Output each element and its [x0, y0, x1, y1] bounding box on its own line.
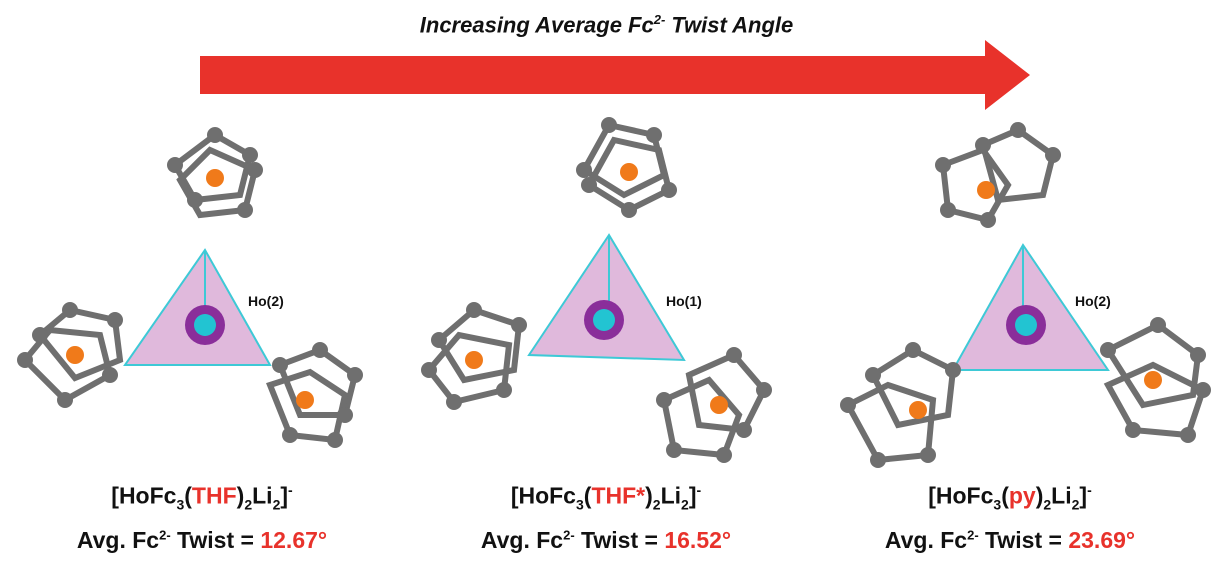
twist-1-prefix: Avg. Fc	[76, 527, 160, 553]
molecule-structure-2	[421, 117, 772, 463]
panel-1: Ho(2)	[0, 110, 404, 470]
twist-1-sup: 2-	[159, 527, 171, 543]
formula-2-open: [HoFc	[510, 482, 576, 509]
title-superscript: 2-	[653, 12, 666, 27]
formula-2-lparen: (	[583, 482, 592, 509]
ho-label-1: Ho(2)	[248, 293, 284, 309]
formula-1-ligand: THF	[191, 482, 237, 509]
twist-2-sup: 2-	[563, 527, 575, 543]
panel-2: Ho(1)	[404, 110, 808, 470]
twist-3-sup: 2-	[967, 527, 979, 543]
formula-2-sub2: 2	[652, 496, 661, 513]
twist-2-prefix: Avg. Fc	[480, 527, 564, 553]
formula-2-rparen: )	[645, 482, 653, 509]
formula-1-li: Li	[252, 482, 273, 509]
twist-1-mid: Twist =	[170, 527, 261, 553]
formula-3-charge: -	[1087, 482, 1092, 498]
formula-3-li: Li	[1051, 482, 1072, 509]
twist-3: Avg. Fc2- Twist = 23.69°	[808, 527, 1212, 554]
formula-1-lparen: (	[184, 482, 192, 509]
twist-1: Avg. Fc2- Twist = 12.67°	[0, 527, 404, 554]
formula-2-sub1: 3	[575, 496, 584, 513]
molecule-structure-3	[840, 122, 1211, 468]
fe-atoms-3	[909, 181, 1162, 419]
fe-atoms-1	[66, 169, 314, 409]
c-atoms-2	[421, 117, 772, 463]
formula-3-open: [HoFc	[928, 482, 994, 509]
c-atoms-3	[840, 122, 1211, 468]
formula-1-charge: -	[288, 482, 293, 498]
formula-2-charge: -	[696, 482, 702, 498]
formula-2-sub3: 2	[681, 496, 689, 513]
trend-arrow	[200, 40, 1030, 110]
molecule-structure-1	[17, 127, 363, 448]
twist-3-mid: Twist =	[978, 527, 1069, 553]
holmium-core-1	[194, 314, 216, 336]
formula-1-close: ]	[280, 482, 289, 509]
formula-1-sub1: 3	[176, 496, 185, 513]
ho-label-2: Ho(1)	[666, 293, 702, 309]
holmium-core-3	[1015, 314, 1037, 336]
twist-2: Avg. Fc2- Twist = 16.52°	[404, 527, 808, 554]
panel-3: Ho(2)	[808, 110, 1212, 470]
c-atoms-1	[17, 127, 363, 448]
twist-1-value: 12.67°	[260, 527, 328, 553]
trend-arrow-shape	[200, 40, 1030, 110]
formula-2: [HoFc3(THF*)2Li2]-	[404, 482, 808, 512]
formula-3: [HoFc3(py)2Li2]-	[808, 482, 1212, 512]
formula-1-rparen: )	[236, 482, 245, 509]
formula-3-lparen: (	[1001, 482, 1009, 509]
formula-2-ligand: THF*	[591, 482, 646, 509]
formula-1-open: [HoFc	[111, 482, 177, 509]
formula-3-sub2: 2	[1043, 496, 1052, 513]
coordination-polyhedron-2	[527, 233, 686, 362]
holmium-core-2	[593, 309, 615, 331]
formula-3-ligand: py	[1008, 482, 1036, 509]
ferrocene-right-2	[660, 351, 768, 459]
formula-1: [HoFc3(THF)2Li2]-	[0, 482, 404, 512]
formula-3-sub3: 2	[1071, 496, 1080, 513]
formula-3-close: ]	[1079, 482, 1088, 509]
fe-atoms-2	[465, 163, 728, 414]
figure-title: Increasing Average Fc2- Twist Angle	[0, 12, 1213, 38]
twist-2-mid: Twist =	[574, 527, 665, 553]
ferrocene-right-3	[1103, 321, 1207, 439]
title-prefix: Increasing Average Fc	[419, 12, 654, 38]
twist-3-prefix: Avg. Fc	[884, 527, 968, 553]
formula-3-sub1: 3	[993, 496, 1002, 513]
ho-label-3: Ho(2)	[1075, 293, 1111, 309]
formula-2-li: Li	[660, 482, 682, 509]
formula-1-sub2: 2	[244, 496, 253, 513]
formula-2-close: ]	[688, 482, 697, 509]
formula-1-sub3: 2	[272, 496, 281, 513]
title-suffix: Twist Angle	[665, 12, 794, 38]
ferrocene-top-3	[939, 126, 1057, 224]
twist-2-value: 16.52°	[664, 527, 732, 553]
formula-3-rparen: )	[1035, 482, 1044, 509]
twist-3-value: 23.69°	[1068, 527, 1136, 553]
ferrocene-left-3	[843, 346, 957, 464]
